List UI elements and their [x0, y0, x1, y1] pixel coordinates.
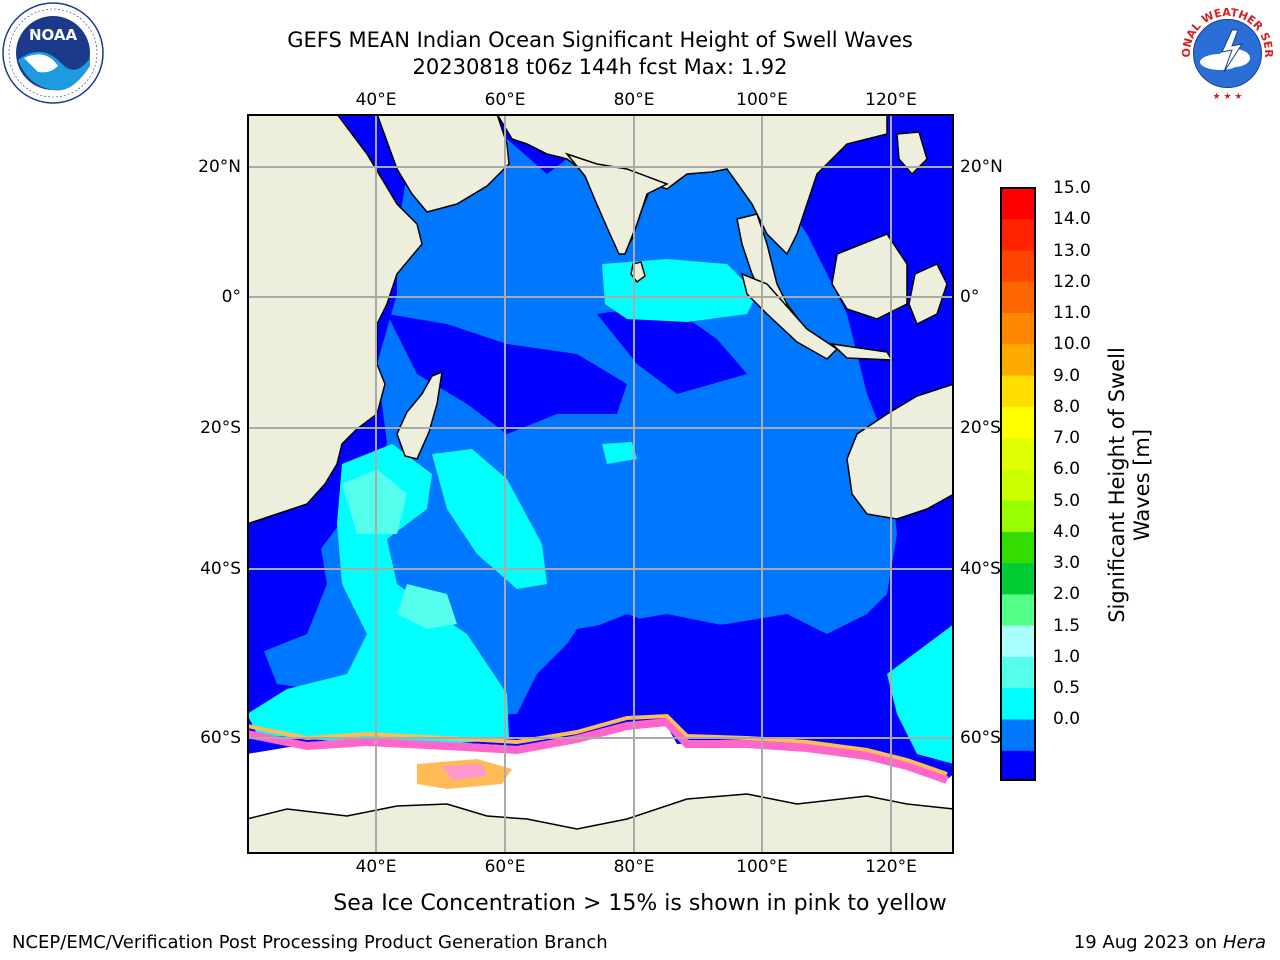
colorbar-level-label: 4.0	[1053, 521, 1081, 542]
colorbar-swatch	[1002, 500, 1034, 533]
swell-region-0-0.5	[547, 614, 887, 724]
lon-tick-top: 40°E	[355, 90, 397, 110]
swell-region-0-0.5	[247, 524, 327, 654]
colorbar	[1000, 187, 1036, 781]
land-india	[564, 152, 669, 255]
colorbar-level-label: 8.0	[1053, 396, 1081, 417]
map-frame	[247, 114, 954, 854]
colorbar-level-label: 6.0	[1053, 459, 1081, 480]
colorbar-swatch	[1002, 563, 1034, 595]
title-line-1: GEFS MEAN Indian Ocean Significant Heigh…	[287, 28, 913, 52]
lat-tick-left: 20°S	[200, 418, 241, 438]
land-australia	[846, 383, 954, 520]
lat-tick-right: 0°	[960, 287, 980, 307]
colorbar-title: Significant Height of Swell Waves [m]	[1105, 347, 1155, 623]
colorbar-swatch	[1002, 281, 1034, 314]
colorbar-swatch	[1002, 406, 1034, 439]
svg-text:★ ★ ★: ★ ★ ★	[1213, 92, 1243, 102]
colorbar-swatch	[1002, 438, 1034, 470]
noaa-logo-icon: NOAA	[2, 2, 104, 104]
colorbar-swatch	[1002, 719, 1034, 752]
sea-ice-patch	[442, 764, 487, 780]
colorbar-level-label: 11.0	[1053, 303, 1091, 324]
swell-region-1.5-2.0	[397, 584, 457, 629]
graticule	[247, 114, 954, 854]
colorbar-swatch	[1002, 656, 1034, 689]
colorbar-title-line-2: Waves [m]	[1130, 428, 1154, 542]
title-line-2: 20230818 t06z 144h fcst Max: 1.92	[412, 55, 788, 79]
colorbar-level-label: 7.0	[1053, 428, 1081, 449]
colorbar-swatch	[1002, 344, 1034, 377]
swell-region-1.5-2.0	[342, 469, 407, 534]
swell-region-1.0-1.5	[602, 442, 637, 464]
lon-tick-bottom: 120°E	[865, 857, 917, 877]
colorbar-level-label: 14.0	[1053, 209, 1091, 230]
colorbar-title-line-1: Significant Height of Swell	[1105, 347, 1129, 623]
colorbar-level-label: 5.0	[1053, 490, 1081, 511]
lon-tick-bottom: 40°E	[355, 857, 397, 877]
lon-tick-bottom: 60°E	[484, 857, 526, 877]
colorbar-swatch	[1002, 219, 1034, 252]
sea-ice-edge	[247, 713, 948, 776]
lat-tick-right: 20°S	[960, 418, 1001, 438]
swell-region-1.0-1.5	[887, 624, 954, 764]
colorbar-swatch	[1002, 188, 1034, 220]
colorbar-level-label: 1.0	[1053, 646, 1081, 667]
colorbar-level-label: 9.0	[1053, 365, 1081, 386]
colorbar-swatch	[1002, 250, 1034, 283]
lon-tick-bottom: 80°E	[613, 857, 655, 877]
footer-host: Hera	[1222, 932, 1266, 953]
colorbar-level-label: 12.0	[1053, 271, 1091, 292]
sea-ice-footnote: Sea Ice Concentration > 15% is shown in …	[333, 891, 947, 916]
lon-tick-top: 120°E	[865, 90, 917, 110]
land-sulawesi	[908, 263, 948, 326]
colorbar-swatch	[1002, 531, 1034, 564]
land-antarctica	[247, 793, 954, 854]
lon-tick-top: 80°E	[613, 90, 655, 110]
land-sumatra	[740, 272, 839, 360]
colorbar-swatch	[1002, 688, 1034, 720]
swell-region-0-0.5	[387, 314, 627, 434]
colorbar-swatch	[1002, 750, 1034, 781]
colorbar-level-label: 15.0	[1053, 178, 1091, 198]
colorbar-level-label: 1.5	[1053, 615, 1081, 636]
footer-date-text: 19 Aug 2023 on	[1073, 932, 1218, 953]
lon-tick-top: 60°E	[484, 90, 526, 110]
colorbar-level-label: 10.0	[1053, 334, 1091, 355]
national-weather-service-logo-icon: NATIONAL WEATHER SERVICE ★ ★ ★	[1176, 2, 1278, 104]
colorbar-level-label: 3.0	[1053, 553, 1081, 574]
land-asia-north	[496, 114, 888, 256]
colorbar-level-label: 0.0	[1053, 709, 1081, 730]
land-africa	[247, 114, 423, 525]
svg-text:NOAA: NOAA	[29, 26, 78, 44]
lat-tick-left: 60°S	[200, 728, 241, 748]
footer-date: 19 Aug 2023 on Hera	[1074, 932, 1266, 954]
lat-tick-left: 0°	[221, 287, 241, 307]
colorbar-swatch	[1002, 313, 1034, 345]
colorbar-swatch	[1002, 594, 1034, 627]
colorbar-level-label: 0.5	[1053, 678, 1081, 699]
lon-tick-bottom: 100°E	[736, 857, 788, 877]
colorbar-level-label: 2.0	[1053, 584, 1081, 605]
swell-region-1.0-1.5	[432, 449, 547, 589]
lat-tick-right: 40°S	[960, 559, 1001, 579]
footer-credit: NCEP/EMC/Verification Post Processing Pr…	[12, 932, 608, 953]
lat-tick-left: 40°S	[200, 559, 241, 579]
swell-height-map	[247, 114, 954, 854]
sea-ice-edge	[247, 717, 949, 784]
colorbar-swatch	[1002, 469, 1034, 502]
lat-tick-right: 20°N	[960, 157, 1003, 177]
lat-tick-right: 60°S	[960, 728, 1001, 748]
colorbar-swatch	[1002, 375, 1034, 408]
lon-tick-top: 100°E	[736, 90, 788, 110]
swell-region-1.0-1.5	[247, 444, 509, 744]
colorbar-level-label: 13.0	[1053, 240, 1091, 261]
lat-tick-left: 20°N	[198, 157, 241, 177]
colorbar-frame	[1000, 187, 1036, 781]
land-arabia	[376, 114, 510, 213]
land-madagascar	[396, 370, 443, 460]
colorbar-swatch	[1002, 625, 1034, 658]
